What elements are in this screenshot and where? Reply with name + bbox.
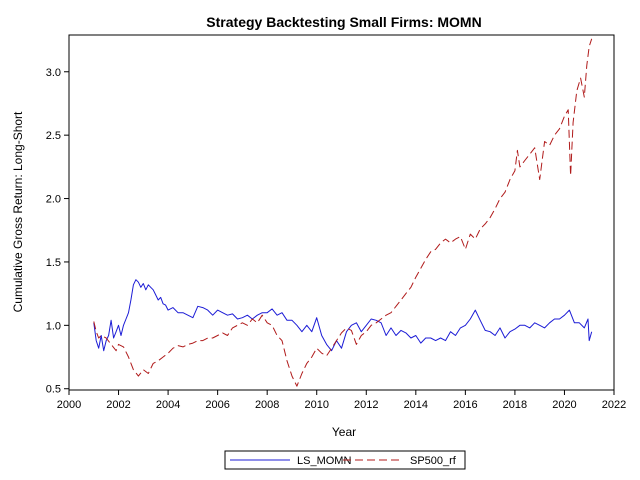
y-tick-label: 1.5 — [46, 257, 61, 269]
x-tick-label: 2006 — [205, 399, 229, 411]
x-tick-label: 2022 — [602, 399, 626, 411]
plot-frame — [68, 34, 615, 391]
y-tick-label: 0.5 — [46, 384, 61, 396]
x-tick-label: 2012 — [354, 399, 378, 411]
legend-label-sp500-rf: SP500_rf — [410, 455, 457, 467]
x-tick-label: 2008 — [255, 399, 279, 411]
y-tick-label: 2.5 — [46, 130, 61, 142]
series-line-ls-momn — [93, 279, 593, 352]
chart-title: Strategy Backtesting Small Firms: MOMN — [206, 14, 481, 30]
x-tick-label: 2020 — [552, 399, 576, 411]
y-axis: 0.5 1.0 1.5 2.0 2.5 3.0 — [46, 67, 69, 396]
series-group — [93, 38, 593, 387]
x-tick-label: 2000 — [57, 399, 81, 411]
y-tick-label: 2.0 — [46, 194, 61, 206]
legend-label-ls-momn: LS_MOMN — [297, 455, 351, 467]
y-tick-label: 1.0 — [46, 320, 61, 332]
x-tick-label: 2014 — [404, 399, 428, 411]
x-tick-label: 2018 — [503, 399, 527, 411]
x-tick-label: 2016 — [453, 399, 477, 411]
x-axis-label: Year — [332, 425, 356, 439]
y-axis-label: Cumulative Gross Return: Long-Short — [11, 111, 25, 312]
y-tick-label: 3.0 — [46, 67, 61, 79]
x-axis: 2000 2002 2004 2006 2008 2010 2012 2014 2016 2018… — [57, 390, 626, 411]
series-line-sp500-rf — [93, 38, 593, 387]
x-tick-label: 2010 — [304, 399, 328, 411]
legend: LS_MOMN SP500_rf — [224, 450, 466, 470]
x-tick-label: 2004 — [156, 399, 180, 411]
x-tick-label: 2002 — [106, 399, 130, 411]
